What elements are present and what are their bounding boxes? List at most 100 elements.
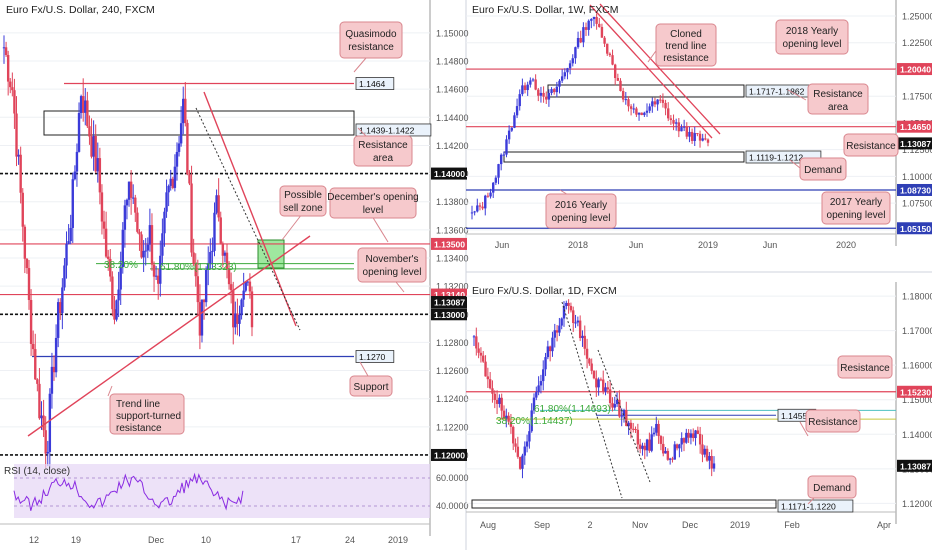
candle-body — [169, 178, 172, 186]
svg-text:support-turned: support-turned — [116, 411, 181, 422]
candle-body — [692, 433, 695, 439]
x-tick-label: 2019 — [730, 520, 750, 530]
price-tag-label: 1.13000 — [434, 310, 465, 320]
candle-body — [150, 225, 154, 265]
candle-body — [167, 185, 170, 193]
price-tag-label: 1.15230 — [900, 387, 931, 397]
candle-body — [177, 143, 181, 152]
svg-text:area: area — [373, 153, 393, 164]
candle-body — [616, 78, 620, 81]
candle-body — [109, 258, 112, 277]
candle-body — [204, 269, 208, 303]
candle-body — [161, 233, 164, 256]
price-tag-label: 1.14650 — [900, 122, 931, 132]
price-tick-label: 1.14600 — [436, 85, 469, 95]
x-tick-label: Dec — [682, 520, 699, 530]
candle-body — [566, 68, 569, 73]
candle-body — [175, 151, 179, 167]
candle-body — [31, 343, 35, 350]
candle-body — [54, 337, 58, 373]
d1-chart-panel: 1.1455 1.1171-1.1220 1.18000 1.17000 1.1600… — [466, 282, 932, 530]
candle-body — [574, 47, 577, 59]
candle-body — [675, 444, 679, 449]
x-tick-label: 24 — [345, 535, 355, 545]
candle-body — [71, 179, 74, 228]
candle-body — [674, 122, 678, 124]
candle-body — [50, 366, 54, 394]
candle-body — [484, 361, 487, 377]
candle-body — [173, 166, 177, 188]
candle-body — [701, 444, 704, 455]
trend-line-support-resistance — [27, 235, 311, 437]
candle-body — [510, 127, 513, 131]
price-tag-label: 1.08730 — [900, 185, 931, 195]
candle-body — [11, 87, 14, 91]
candle-body — [698, 433, 702, 445]
candle-body — [48, 393, 52, 452]
candle-body — [621, 91, 625, 100]
candle-body — [59, 302, 62, 313]
candle-body — [641, 445, 644, 449]
candle-body — [632, 108, 635, 110]
candle-body — [530, 410, 533, 432]
candle-body — [513, 115, 516, 128]
candle-body — [136, 212, 139, 232]
candle-body — [662, 443, 665, 454]
price-tick-label: 1.14000 — [902, 430, 932, 440]
candle-body — [493, 393, 496, 400]
callout-w1-resistance: Resistance — [843, 133, 899, 157]
candle-body — [664, 102, 667, 109]
candle-body — [710, 456, 713, 469]
candle-body — [505, 139, 508, 155]
candle-body — [608, 53, 612, 56]
candle-body — [17, 154, 20, 157]
candle-body — [625, 409, 628, 427]
candle-body — [523, 446, 526, 456]
level-label-box — [355, 77, 395, 90]
candle-body — [592, 370, 596, 379]
candle-body — [179, 123, 183, 144]
candle-body — [479, 352, 483, 356]
candle-body — [69, 227, 72, 242]
candle-body — [154, 275, 158, 277]
candle-body — [125, 199, 129, 206]
svg-text:Resistance: Resistance — [358, 140, 408, 151]
candle-body — [604, 387, 607, 392]
candle-body — [100, 192, 104, 222]
w1-resistance-area-box — [547, 84, 745, 98]
candle-body — [211, 250, 214, 253]
candle-body — [219, 217, 222, 244]
candle-body — [196, 276, 200, 303]
x-tick-label: 17 — [291, 535, 301, 545]
candle-body — [606, 387, 610, 390]
candle-body — [482, 355, 485, 362]
descending-trend-line — [203, 91, 297, 327]
level-label-box — [777, 499, 854, 513]
callout-support: Support — [349, 361, 393, 397]
candle-body — [629, 106, 633, 109]
candle-body — [27, 268, 31, 300]
candle-body — [98, 158, 102, 193]
candle-body — [603, 37, 606, 44]
candle-body — [111, 276, 114, 310]
candle-body — [104, 228, 108, 257]
candle-body — [582, 27, 585, 43]
h4-chart-panel: 1.1464 1.1439-1.1422 1.1270 RSI (14, close… — [0, 0, 469, 545]
svg-text:Resistance: Resistance — [840, 363, 890, 374]
candle-body — [555, 86, 559, 93]
candle-body — [627, 422, 630, 427]
candle-body — [648, 106, 651, 111]
candle-body — [640, 112, 643, 116]
candle-body — [472, 336, 476, 338]
candle-body — [688, 131, 691, 137]
candle-body — [229, 284, 233, 291]
candle-body — [40, 415, 43, 419]
candle-body — [705, 448, 709, 461]
candle-body — [611, 55, 614, 65]
candle-body — [608, 389, 612, 404]
candle-body — [217, 195, 220, 218]
level-label: 1.1717-1.1862 — [749, 87, 805, 97]
candle-body — [491, 388, 494, 394]
candle-body — [61, 287, 64, 313]
